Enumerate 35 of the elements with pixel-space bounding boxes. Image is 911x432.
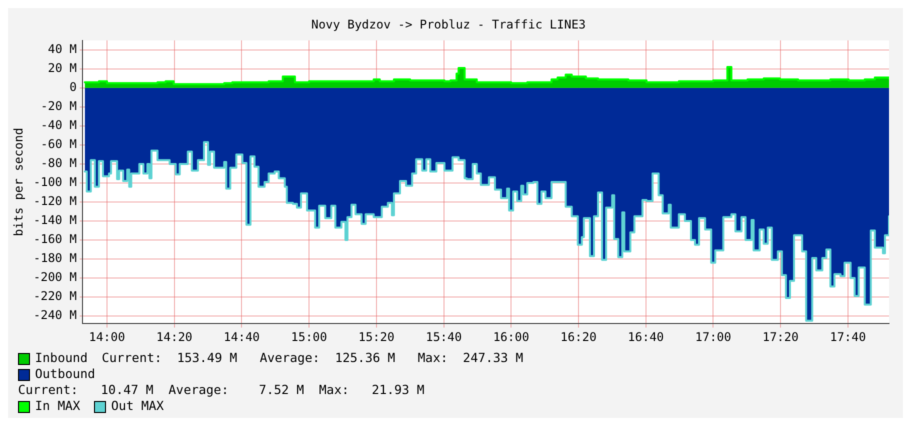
y-tick-label: -40 M (40, 118, 77, 132)
y-tick-label: 20 M (48, 61, 77, 76)
x-tick-label: 14:20 (156, 330, 192, 344)
y-tick-label: -100 M (33, 175, 77, 190)
x-tick-label: 16:20 (560, 330, 597, 344)
y-axis-title: bits per second (11, 128, 26, 236)
legend-label: Inbound (34, 350, 88, 365)
x-tick-label: 14:40 (224, 330, 260, 344)
y-tick-label: -20 M (40, 99, 77, 114)
y-tick-label: -220 M (33, 289, 77, 304)
y-tick-label: -200 M (33, 270, 77, 284)
y-tick-label: -160 M (33, 232, 77, 246)
y-tick-label: -140 M (33, 213, 77, 228)
chart-title: Novy Bydzov -> Probluz - Traffic LINE3 (311, 17, 586, 32)
y-tick-label: -60 M (40, 137, 77, 152)
text: Current: 10.47 M Average: 7.52 M Max: 21.93 M (18, 382, 426, 398)
y-tick-label: -80 M (40, 156, 77, 170)
x-tick-label: 17:00 (695, 330, 732, 344)
y-tick-label: 40 M (48, 42, 77, 56)
y-tick-label: 0 (70, 80, 77, 94)
y-tick-label: -240 M (33, 308, 77, 322)
x-tick-label: 17:40 (830, 330, 866, 344)
x-tick-label: 17:20 (762, 330, 799, 344)
legend-label: Outbound (34, 366, 96, 381)
x-tick-label: 15:00 (291, 330, 328, 344)
text: Current: 153.49 M Average: 125.36 M Max: 247.33 M (102, 350, 524, 365)
y-tick-label: -180 M (33, 251, 77, 266)
y-tick-label: -120 M (33, 194, 77, 208)
x-tick-label: 14:00 (88, 330, 126, 344)
x-tick-label: 15:40 (426, 330, 462, 344)
x-tick-label: 16:00 (493, 330, 530, 344)
x-tick-label: 16:40 (628, 330, 664, 344)
legend-label: In MAX (34, 398, 80, 413)
legend-label: Out MAX (110, 398, 164, 413)
x-tick-label: 15:20 (358, 330, 394, 344)
